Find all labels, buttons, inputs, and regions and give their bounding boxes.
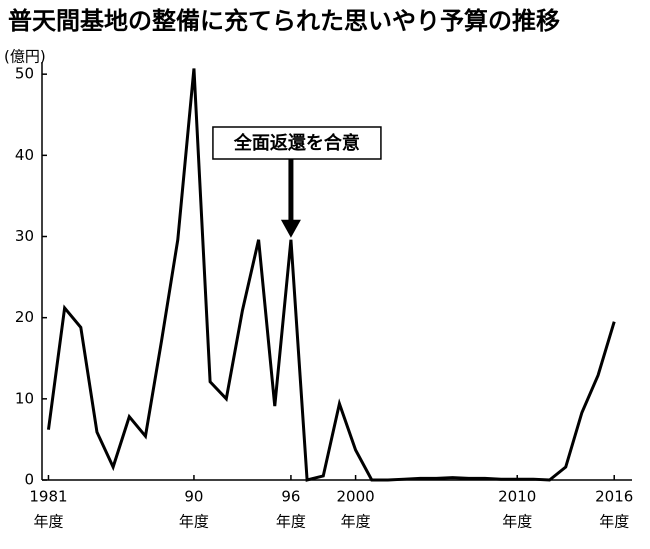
x-unit-label: 年度 bbox=[33, 513, 63, 531]
x-tick-label: 90 bbox=[184, 488, 203, 506]
x-tick-label: 2010 bbox=[498, 488, 536, 506]
x-tick-label: 2016 bbox=[595, 488, 633, 506]
y-tick-label: 30 bbox=[15, 227, 34, 245]
y-axis-label: (億円) bbox=[4, 48, 46, 66]
y-tick-label: 50 bbox=[15, 65, 34, 83]
data-line bbox=[46, 68, 616, 482]
y-tick-label: 20 bbox=[15, 308, 34, 326]
x-tick-label: 2000 bbox=[336, 488, 374, 506]
annotation-arrowhead bbox=[280, 219, 301, 238]
x-unit-label: 年度 bbox=[341, 513, 371, 531]
y-tick-label: 40 bbox=[15, 146, 34, 164]
x-unit-label: 年度 bbox=[502, 513, 532, 531]
x-tick-label: 96 bbox=[281, 488, 300, 506]
x-tick-label: 1981 bbox=[29, 488, 67, 506]
x-unit-label: 年度 bbox=[276, 513, 306, 531]
annotation-box bbox=[212, 126, 382, 160]
x-unit-label: 年度 bbox=[599, 513, 629, 531]
chart-title: 普天間基地の整備に充てられた思いやり予算の推移 bbox=[8, 7, 560, 35]
y-tick-label: 10 bbox=[15, 389, 34, 407]
y-tick-label: 0 bbox=[24, 471, 34, 489]
annotation-text: 全面返還を合意 bbox=[233, 132, 360, 154]
x-unit-label: 年度 bbox=[179, 513, 209, 531]
